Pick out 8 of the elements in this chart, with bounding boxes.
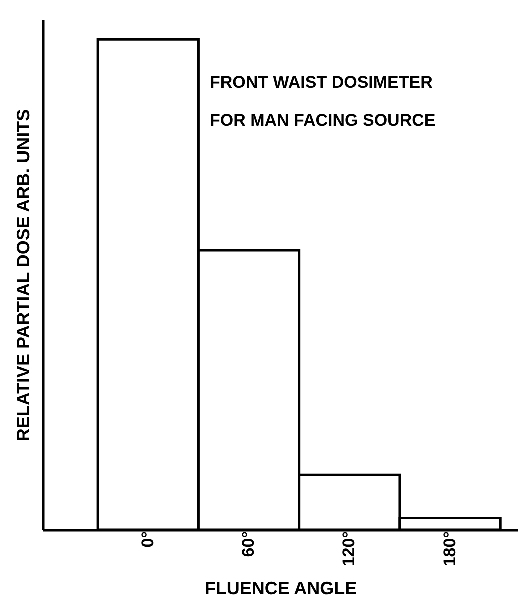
x-tick-label: 120° [340, 531, 359, 567]
annotation: FRONT WAIST DOSIMETER [210, 73, 433, 92]
x-tick-label: 0° [138, 531, 158, 548]
x-tick-label: 180° [440, 531, 460, 567]
x-axis-title: FLUENCE ANGLE [204, 578, 358, 595]
annotation: FOR MAN FACING SOURCE [210, 111, 436, 130]
y-axis-title: RELATIVE PARTIAL DOSE ARB. UNITS [14, 109, 34, 442]
x-tick-label: 60° [239, 531, 258, 558]
